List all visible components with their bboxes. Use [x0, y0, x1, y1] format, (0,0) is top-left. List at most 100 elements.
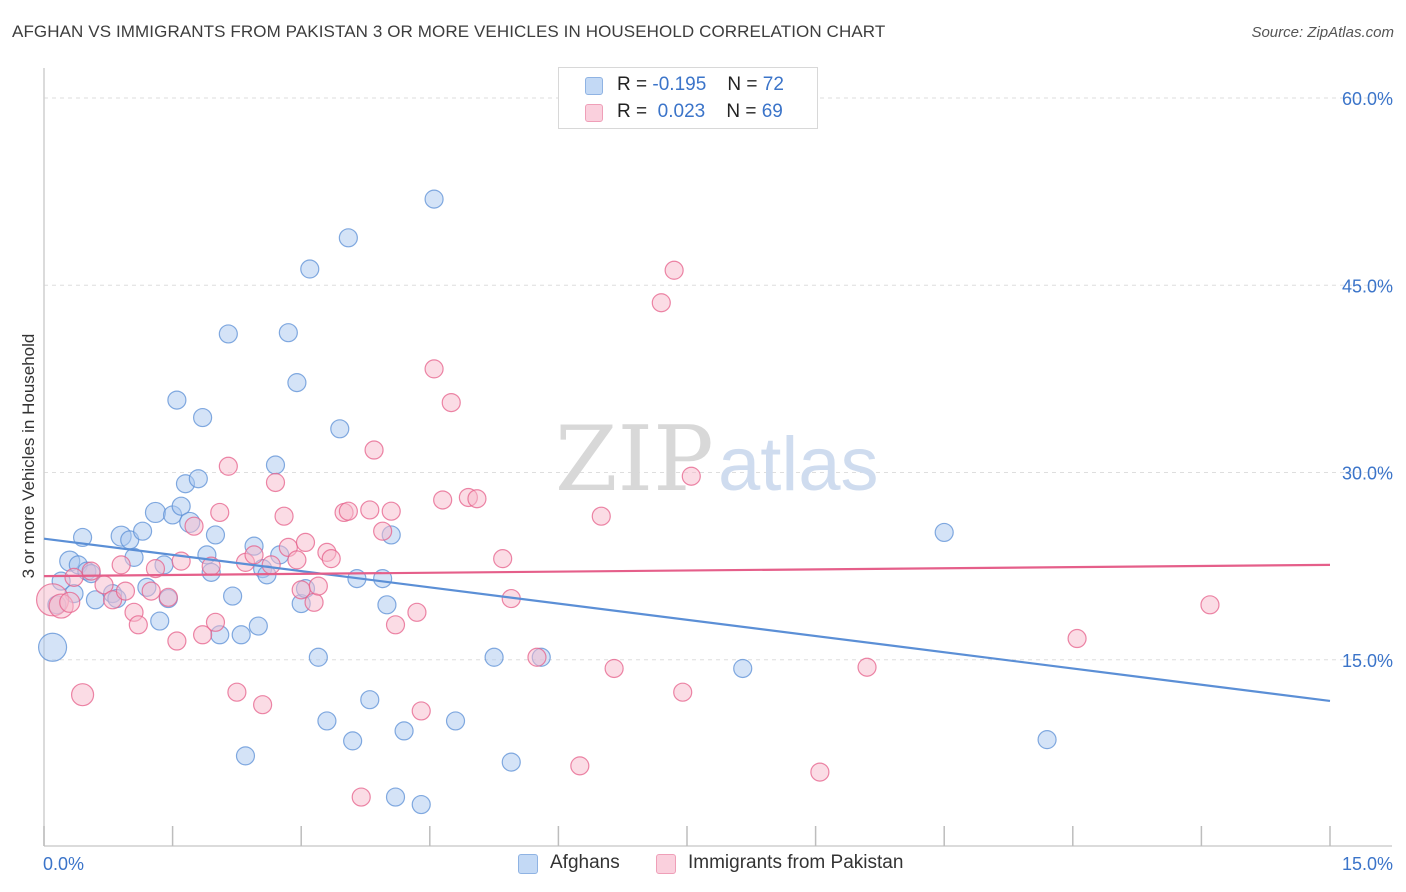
point-pakistan	[527, 647, 547, 667]
swatch-pakistan	[585, 104, 603, 122]
point-pakistan	[308, 576, 328, 596]
trend-line-afghans	[43, 537, 1331, 703]
x-tick-label: 0.0%	[43, 854, 84, 874]
legend-label-afghans: Afghans	[550, 852, 620, 873]
point-afghans	[37, 632, 68, 662]
chart-title: AFGHAN VS IMMIGRANTS FROM PAKISTAN 3 OR …	[12, 22, 886, 41]
point-afghans	[171, 496, 191, 516]
point-afghans	[278, 323, 298, 343]
y-tick-label: 30.0%	[1342, 464, 1393, 484]
point-pakistan	[467, 489, 487, 509]
point-afghans	[144, 501, 167, 524]
y-tick-label: 15.0%	[1342, 651, 1393, 671]
point-pakistan	[424, 359, 444, 379]
point-pakistan	[385, 615, 406, 635]
point-afghans	[265, 455, 286, 475]
point-pakistan	[570, 756, 590, 776]
point-afghans	[411, 794, 431, 815]
legend-label-pakistan: Immigrants from Pakistan	[688, 852, 904, 873]
y-tick-label: 45.0%	[1342, 276, 1393, 296]
point-afghans	[338, 228, 358, 248]
n-value-afghans: 72	[762, 74, 784, 95]
point-pakistan	[218, 456, 238, 476]
point-pakistan	[351, 787, 371, 807]
tick-labels: 15.0% 30.0% 45.0% 60.0% 0.0% 15.0%	[43, 89, 1393, 874]
point-afghans	[218, 324, 238, 344]
point-afghans	[445, 711, 466, 731]
point-pakistan	[857, 657, 877, 677]
point-afghans	[377, 595, 397, 615]
point-pakistan	[184, 516, 204, 536]
y-axis-label: 3 or more Vehicles in Household	[19, 334, 38, 579]
point-afghans	[223, 586, 243, 606]
point-pakistan	[193, 625, 213, 645]
series-afghans	[37, 189, 1057, 815]
point-pakistan	[604, 658, 624, 679]
point-pakistan	[145, 559, 166, 579]
point-pakistan	[265, 472, 286, 493]
point-pakistan	[111, 555, 131, 575]
chart-source: Source: ZipAtlas.com	[1251, 24, 1394, 41]
point-pakistan	[591, 506, 611, 526]
point-afghans	[733, 658, 753, 679]
point-afghans	[300, 259, 320, 279]
point-pakistan	[274, 506, 294, 526]
x-tick-label: 15.0%	[1342, 854, 1393, 874]
point-pakistan	[64, 567, 84, 587]
point-afghans	[330, 419, 350, 439]
point-pakistan	[1200, 595, 1220, 615]
point-pakistan	[59, 591, 81, 613]
point-afghans	[167, 390, 187, 410]
point-afghans	[235, 746, 256, 766]
point-afghans	[484, 647, 504, 667]
point-afghans	[394, 721, 414, 741]
point-afghans	[317, 711, 337, 731]
legend-swatch-afghans	[518, 854, 538, 874]
point-pakistan	[681, 466, 701, 486]
r-value-afghans: -0.195	[652, 74, 707, 95]
point-pakistan	[364, 440, 384, 460]
point-afghans	[150, 611, 170, 631]
point-pakistan	[1067, 628, 1087, 649]
point-afghans	[385, 787, 406, 807]
point-pakistan	[433, 490, 453, 510]
swatch-afghans	[585, 77, 603, 95]
point-pakistan	[651, 293, 671, 313]
point-afghans	[248, 616, 268, 636]
point-pakistan	[360, 500, 380, 520]
y-tick-label: 60.0%	[1342, 89, 1393, 109]
point-pakistan	[227, 682, 247, 702]
point-afghans	[360, 690, 380, 710]
point-pakistan	[810, 762, 830, 782]
legend-swatch-pakistan	[656, 854, 676, 874]
trend-line-pakistan	[43, 563, 1331, 578]
watermark: ZIP atlas	[555, 407, 879, 512]
point-pakistan	[81, 561, 101, 581]
point-pakistan	[141, 581, 161, 601]
series-pakistan	[35, 260, 1220, 807]
point-pakistan	[205, 612, 226, 632]
point-pakistan	[381, 501, 401, 521]
point-pakistan	[128, 615, 148, 635]
point-pakistan	[158, 587, 178, 607]
point-afghans	[308, 647, 328, 667]
point-pakistan	[287, 550, 307, 570]
grid-lines	[44, 97, 1392, 661]
point-pakistan	[210, 502, 230, 523]
point-afghans	[231, 625, 251, 645]
r-label: R =	[617, 101, 648, 122]
point-pakistan	[261, 555, 281, 575]
axes	[43, 68, 1392, 847]
point-pakistan	[441, 392, 461, 413]
point-pakistan	[295, 532, 316, 553]
point-pakistan	[407, 602, 427, 622]
point-pakistan	[338, 501, 358, 521]
point-pakistan	[411, 701, 431, 721]
watermark-zip: ZIP	[555, 407, 714, 512]
point-afghans	[132, 521, 153, 541]
watermark-atlas: atlas	[718, 422, 879, 507]
point-afghans	[193, 407, 213, 428]
trend-lines	[43, 537, 1331, 703]
point-afghans	[343, 731, 363, 751]
